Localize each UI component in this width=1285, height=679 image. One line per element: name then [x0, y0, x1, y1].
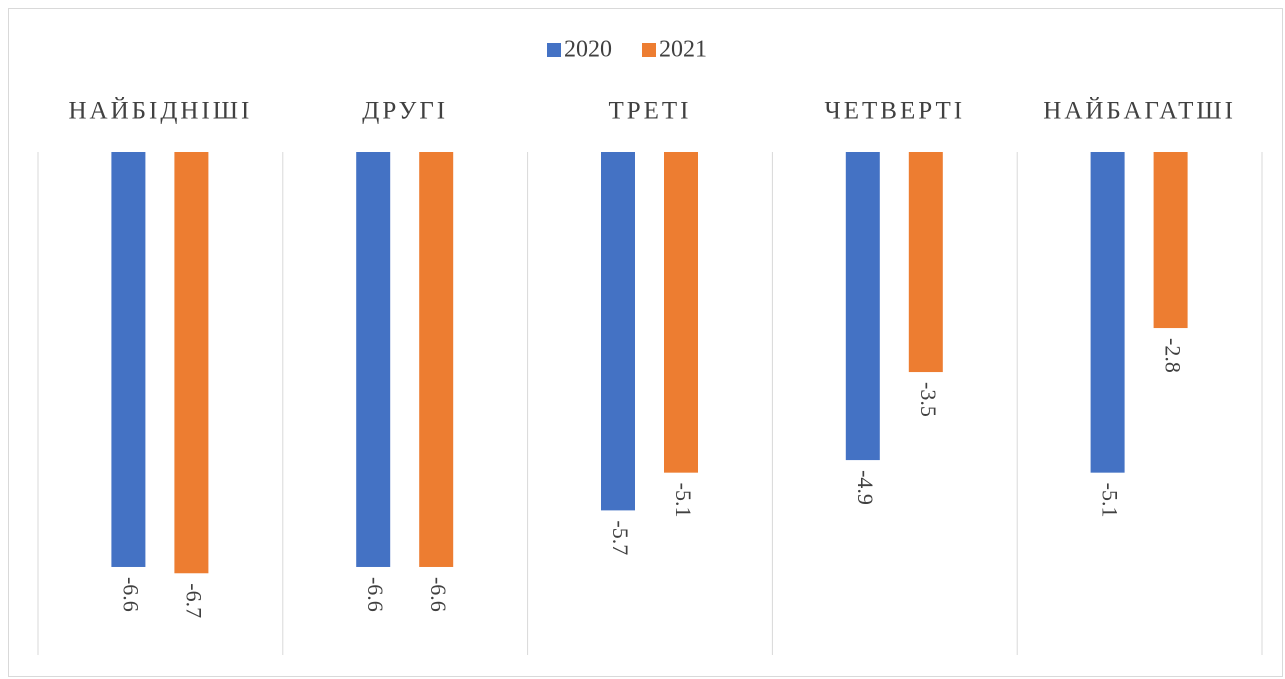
bar	[356, 152, 391, 567]
legend-label: 2021	[659, 37, 707, 63]
bar	[419, 152, 454, 567]
bar	[1153, 152, 1188, 329]
data-label: -6.6	[118, 577, 143, 612]
bar	[845, 152, 880, 461]
data-label: -5.7	[608, 520, 633, 555]
category-label: НАЙБІДНІШІ	[68, 97, 252, 125]
bar	[111, 152, 146, 567]
legend-swatch	[642, 43, 656, 57]
data-label: -5.1	[1098, 483, 1123, 518]
data-label: -6.6	[426, 577, 451, 612]
data-label: -4.9	[853, 470, 878, 505]
chart-frame	[8, 8, 1283, 677]
bar	[908, 152, 943, 373]
category-label: ДРУГІ	[362, 98, 448, 125]
data-label: -6.6	[363, 577, 388, 612]
data-label: -2.8	[1161, 338, 1186, 373]
category-label: ЧЕТВЕРТІ	[825, 98, 966, 125]
legend-swatch	[547, 43, 561, 57]
bar	[664, 152, 698, 473]
bar	[601, 152, 635, 511]
legend-label: 2020	[564, 37, 612, 63]
data-label: -5.1	[671, 483, 696, 518]
data-label: -3.5	[916, 382, 941, 417]
category-label: ТРЕТІ	[608, 98, 691, 125]
category-label: НАЙБАГАТШІ	[1043, 97, 1236, 125]
bar	[174, 152, 209, 574]
bar	[1090, 152, 1125, 473]
data-label: -6.7	[181, 583, 206, 618]
